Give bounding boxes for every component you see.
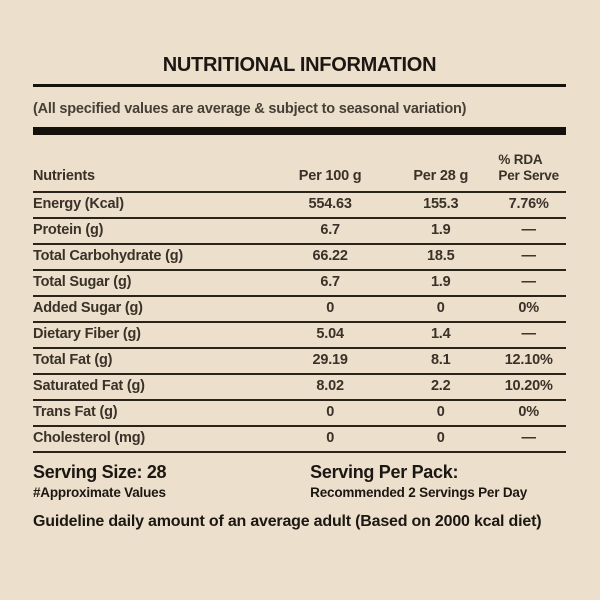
serving-per-pack-label: Serving Per Pack: <box>310 461 459 482</box>
table-row: Added Sugar (g) 0 0 0% <box>33 296 566 322</box>
rda-value-cell: 0% <box>518 404 539 421</box>
nutrient-name-cell: Total Fat (g) <box>33 352 113 369</box>
rda-value-cell: — <box>521 430 537 447</box>
per-28g-value-cell: 0 <box>436 404 445 421</box>
serving-info-section: Serving Size: 28 #Approximate Values Ser… <box>33 462 566 500</box>
per-28g-value-cell: 8.1 <box>430 352 451 369</box>
per-28g-value-cell: 2.2 <box>430 378 451 395</box>
per-28g-value-cell: 1.9 <box>430 222 451 239</box>
recommended-servings-note: Recommended 2 Servings Per Day <box>310 484 527 500</box>
column-header-per28: Per 28 g <box>390 149 492 193</box>
thick-bar-divider <box>33 127 566 135</box>
table-row: Total Sugar (g) 6.7 1.9 — <box>33 270 566 296</box>
table-row: Dietary Fiber (g) 5.04 1.4 — <box>33 322 566 348</box>
table-row: Total Carbohydrate (g) 66.22 18.5 — <box>33 244 566 270</box>
per-28g-value-cell: 0 <box>436 430 445 447</box>
per-100g-value-cell: 6.7 <box>320 274 340 291</box>
title-underline-divider <box>33 84 566 87</box>
per-100g-value-cell: 0 <box>326 300 335 317</box>
nutrient-name-cell: Trans Fat (g) <box>33 404 118 421</box>
nutrient-name-cell: Total Carbohydrate (g) <box>33 248 184 265</box>
per-28g-value-cell: 0 <box>436 300 445 317</box>
column-header-per100: Per 100 g <box>270 149 391 193</box>
per-100g-value-cell: 6.7 <box>320 222 340 239</box>
rda-value-cell: 7.76% <box>508 196 549 213</box>
per-100g-value-cell: 66.22 <box>312 248 348 265</box>
nutrient-name-cell: Protein (g) <box>33 222 104 239</box>
per-28g-value-cell: 1.9 <box>430 274 451 291</box>
table-header-row: Nutrients Per 100 g Per 28 g % RDA Per S… <box>33 149 566 193</box>
nutrition-table: Nutrients Per 100 g Per 28 g % RDA Per S… <box>33 149 566 453</box>
serving-per-pack-block: Serving Per Pack: Recommended 2 Servings… <box>310 462 566 500</box>
guideline-note: Guideline daily amount of an average adu… <box>33 512 542 530</box>
serving-size-block: Serving Size: 28 #Approximate Values <box>33 462 310 500</box>
rda-value-cell: — <box>521 248 537 265</box>
table-row: Cholesterol (mg) 0 0 — <box>33 426 566 452</box>
nutrient-name-cell: Added Sugar (g) <box>33 300 143 317</box>
rda-header-line1: % RDA <box>498 152 543 167</box>
per-100g-value-cell: 29.19 <box>312 352 348 369</box>
rda-value-cell: — <box>521 222 537 239</box>
rda-header-line2: Per Serve <box>498 167 559 183</box>
rda-value-cell: 10.20% <box>504 378 553 395</box>
table-row: Total Fat (g) 29.19 8.1 12.10% <box>33 348 566 374</box>
column-header-nutrients: Nutrients <box>33 149 271 193</box>
nutrient-name-cell: Energy (Kcal) <box>33 196 124 213</box>
nutrient-name-cell: Cholesterol (mg) <box>33 430 145 447</box>
column-header-rda: % RDA Per Serve <box>491 149 566 193</box>
rda-value-cell: — <box>521 326 537 343</box>
table-row: Protein (g) 6.7 1.9 — <box>33 218 566 244</box>
rda-value-cell: 0% <box>518 300 539 317</box>
per-100g-value-cell: 554.63 <box>308 196 352 213</box>
table-row: Trans Fat (g) 0 0 0% <box>33 400 566 426</box>
nutrient-name-cell: Saturated Fat (g) <box>33 378 145 395</box>
per-28g-value-cell: 1.4 <box>430 326 451 343</box>
per-100g-value-cell: 8.02 <box>316 378 344 395</box>
per-100g-value-cell: 5.04 <box>316 326 344 343</box>
table-row: Energy (Kcal) 554.63 155.3 7.76% <box>33 192 566 218</box>
per-100g-value-cell: 0 <box>326 404 335 421</box>
nutrient-name-cell: Total Sugar (g) <box>33 274 132 291</box>
serving-size-label: Serving Size: 28 <box>33 461 167 482</box>
rda-value-cell: 12.10% <box>504 352 553 369</box>
per-100g-value-cell: 0 <box>326 430 335 447</box>
approximate-values-note: #Approximate Values <box>33 484 166 500</box>
table-row: Saturated Fat (g) 8.02 2.2 10.20% <box>33 374 566 400</box>
page-title: NUTRITIONAL INFORMATION <box>162 54 437 76</box>
per-28g-value-cell: 155.3 <box>423 196 459 213</box>
seasonal-variation-note: (All specified values are average & subj… <box>33 101 467 117</box>
per-28g-value-cell: 18.5 <box>427 248 455 265</box>
nutrient-name-cell: Dietary Fiber (g) <box>33 326 141 343</box>
rda-value-cell: — <box>521 274 537 291</box>
nutrition-table-body: Energy (Kcal) 554.63 155.3 7.76% Protein… <box>33 192 566 452</box>
